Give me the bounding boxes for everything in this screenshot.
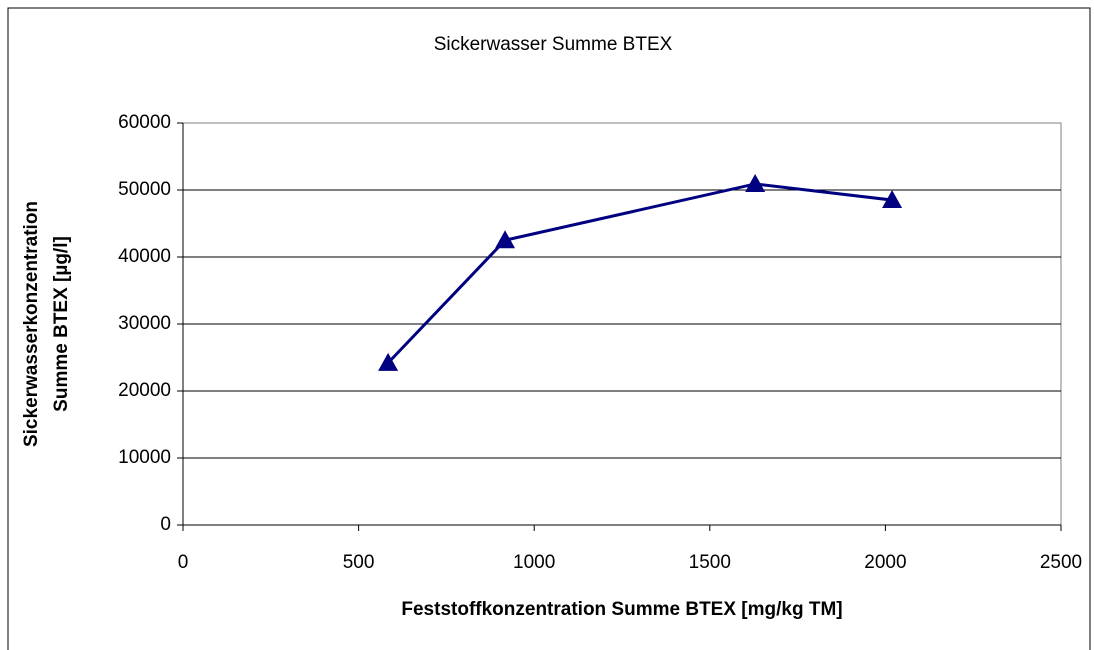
y-tick-label: 40000	[118, 246, 171, 267]
x-tick-label: 1000	[513, 552, 555, 573]
data-marker	[495, 230, 516, 249]
x-tick-label: 2500	[1040, 552, 1082, 573]
y-tick-label: 50000	[118, 179, 171, 200]
x-axis-label: Feststoffkonzentration Summe BTEX [mg/kg…	[401, 599, 842, 620]
y-axis-label: Sickerwasserkonzentration	[21, 201, 42, 447]
data-marker	[745, 173, 766, 192]
y-tick-label: 10000	[118, 447, 171, 468]
data-line	[387, 182, 893, 364]
data-marker	[882, 190, 903, 209]
data-marker	[378, 352, 399, 371]
x-tick-label: 500	[343, 552, 375, 573]
y-tick-label: 0	[160, 514, 171, 535]
x-tick-label: 0	[178, 552, 189, 573]
x-tick-label: 1500	[689, 552, 731, 573]
y-tick-label: 20000	[118, 380, 171, 401]
x-tick-label: 2000	[864, 552, 906, 573]
chart-title: Sickerwasser Summe BTEX	[434, 34, 673, 55]
y-tick-label: 60000	[118, 112, 171, 133]
y-tick-label: 30000	[118, 313, 171, 334]
y-axis-label: Summe BTEX [µg/l]	[51, 236, 72, 412]
